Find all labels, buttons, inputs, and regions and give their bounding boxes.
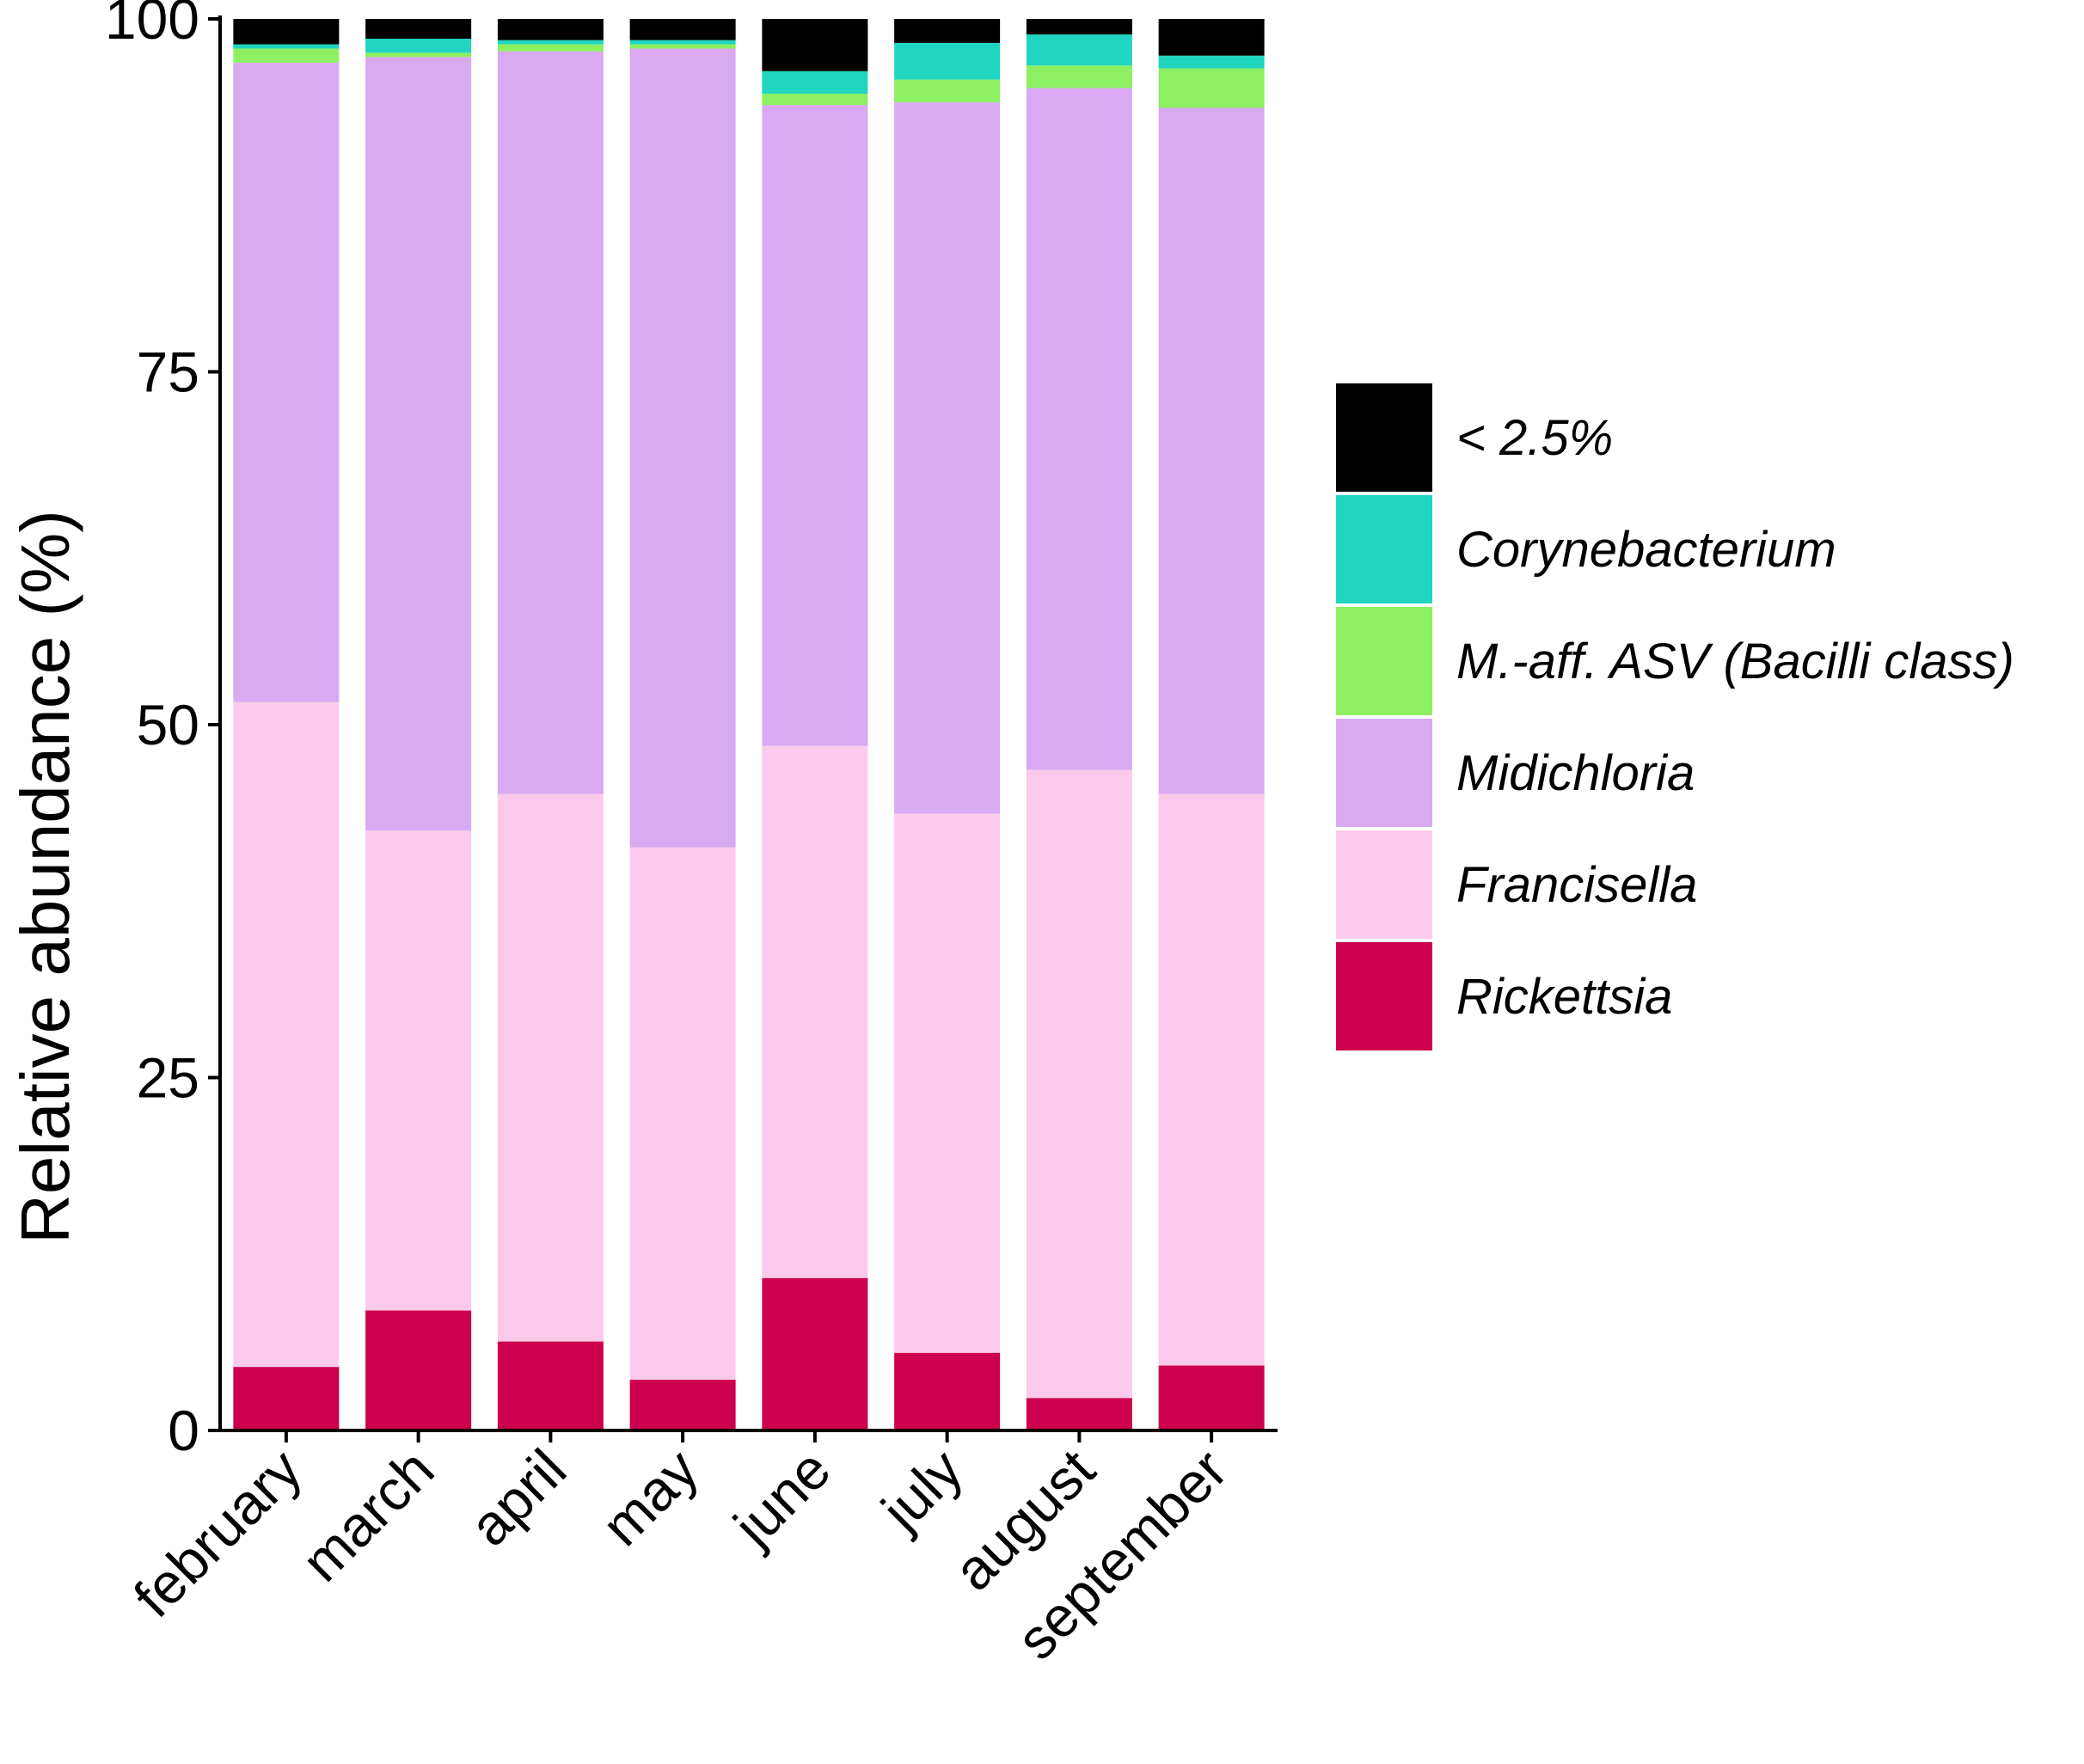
bar-segment-march-2-5 <box>365 19 472 39</box>
bar-segment-september-rickettsia <box>1158 1365 1265 1430</box>
y-tick-label-75: 75 <box>137 340 199 404</box>
bar-segment-march-rickettsia <box>365 1310 472 1430</box>
legend-swatch-rickettsia <box>1336 942 1432 1050</box>
bar-segment-april-2-5 <box>497 19 604 40</box>
bar-segment-april-midichloria <box>497 51 604 794</box>
y-ticks: 0 25 50 75 100 <box>105 0 220 1462</box>
legend-swatch-francisella <box>1336 830 1432 939</box>
bar-stack-february <box>233 19 340 1430</box>
bar-segment-february-midichloria <box>233 62 340 702</box>
bar-segment-july-midichloria <box>894 101 1001 814</box>
bar-stack-may <box>629 19 736 1430</box>
bar-segment-february-2-5 <box>233 19 340 45</box>
bar-segment-august-midichloria <box>1026 88 1132 770</box>
bar-segment-february-corynebacterium <box>233 44 340 49</box>
bar-segment-april-rickettsia <box>497 1341 604 1430</box>
legend-label-corynebacterium: Corynebacterium <box>1456 522 1836 578</box>
bar-segment-may-corynebacterium <box>629 40 736 45</box>
bar-segment-july-rickettsia <box>894 1352 1001 1430</box>
x-tick-label-june: june <box>720 1437 843 1559</box>
y-tick-label-25: 25 <box>137 1046 199 1110</box>
y-tick-label-100: 100 <box>105 0 199 51</box>
bar-segment-march-m-aff-asv-bacilli-class <box>365 52 472 58</box>
bar-stack-september <box>1158 19 1265 1430</box>
bar-segment-march-midichloria <box>365 57 472 831</box>
bar-segment-july-francisella <box>894 813 1001 1353</box>
bar-segment-march-francisella <box>365 830 472 1311</box>
bar-segment-september-francisella <box>1158 793 1265 1366</box>
bar-segment-february-m-aff-asv-bacilli-class <box>233 48 340 63</box>
x-tick-label-april: april <box>457 1437 579 1559</box>
legend-label-francisella: Francisella <box>1456 857 1697 913</box>
bar-segment-august-2-5 <box>1026 19 1132 35</box>
bar-segment-august-m-aff-asv-bacilli-class <box>1026 65 1132 89</box>
legend-swatch-corynebacterium <box>1336 495 1432 603</box>
legend-label-m-aff-asv-bacilli-class: M.-aff. ASV (Bacilli class) <box>1456 634 2014 689</box>
legend-swatch-2-5 <box>1336 383 1432 492</box>
bar-segment-july-2-5 <box>894 19 1001 43</box>
bar-stack-july <box>894 19 1001 1430</box>
bar-segment-may-m-aff-asv-bacilli-class <box>629 44 736 49</box>
y-tick-label-50: 50 <box>137 693 199 756</box>
bar-segment-april-m-aff-asv-bacilli-class <box>497 44 604 52</box>
bar-segment-june-m-aff-asv-bacilli-class <box>762 94 868 106</box>
x-tick-label-may: may <box>590 1437 710 1558</box>
bar-segment-march-corynebacterium <box>365 38 472 53</box>
legend-label-rickettsia: Rickettsia <box>1456 969 1672 1025</box>
bar-segment-august-corynebacterium <box>1026 34 1132 66</box>
x-tick-label-july: july <box>868 1437 975 1544</box>
legend-swatch-m-aff-asv-bacilli-class <box>1336 607 1432 715</box>
bar-segment-june-corynebacterium <box>762 70 868 95</box>
bar-stack-june <box>762 19 868 1430</box>
legend-label-midichloria: Midichloria <box>1456 745 1695 801</box>
bar-segment-june-rickettsia <box>762 1277 868 1430</box>
bar-segment-june-francisella <box>762 745 868 1278</box>
bar-segment-august-francisella <box>1026 769 1132 1399</box>
bar-segment-april-corynebacterium <box>497 40 604 45</box>
bar-segment-may-midichloria <box>629 48 736 848</box>
legend-swatch-midichloria <box>1336 719 1432 827</box>
legend: < 2.5% Corynebacterium M.-aff. ASV (Bacill… <box>1336 383 2014 1050</box>
y-axis-title: Relative abundance (%) <box>7 510 83 1244</box>
bar-segment-september-m-aff-asv-bacilli-class <box>1158 68 1265 108</box>
y-tick-label-0: 0 <box>168 1399 199 1462</box>
bar-segment-september-midichloria <box>1158 107 1265 794</box>
bar-stack-april <box>497 19 604 1430</box>
bar-segment-april-francisella <box>497 793 604 1342</box>
bar-segment-july-corynebacterium <box>894 42 1001 80</box>
x-tick-label-march: march <box>290 1437 446 1594</box>
bar-segment-february-francisella <box>233 701 340 1368</box>
bar-segment-september-2-5 <box>1158 19 1265 56</box>
bars-layer <box>233 19 1265 1430</box>
bar-segment-june-2-5 <box>762 19 868 71</box>
bar-segment-may-francisella <box>629 847 736 1380</box>
legend-label-2-5: < 2.5% <box>1456 410 1613 466</box>
bar-segment-february-rickettsia <box>233 1367 340 1430</box>
bar-segment-may-2-5 <box>629 19 736 40</box>
bar-segment-july-m-aff-asv-bacilli-class <box>894 79 1001 102</box>
bar-segment-september-corynebacterium <box>1158 55 1265 69</box>
bar-segment-june-midichloria <box>762 105 868 746</box>
x-tick-label-february: february <box>121 1437 314 1630</box>
bar-stack-august <box>1026 19 1132 1430</box>
bar-segment-august-rickettsia <box>1026 1398 1132 1430</box>
bar-segment-may-rickettsia <box>629 1379 736 1430</box>
bar-stack-march <box>365 19 472 1430</box>
